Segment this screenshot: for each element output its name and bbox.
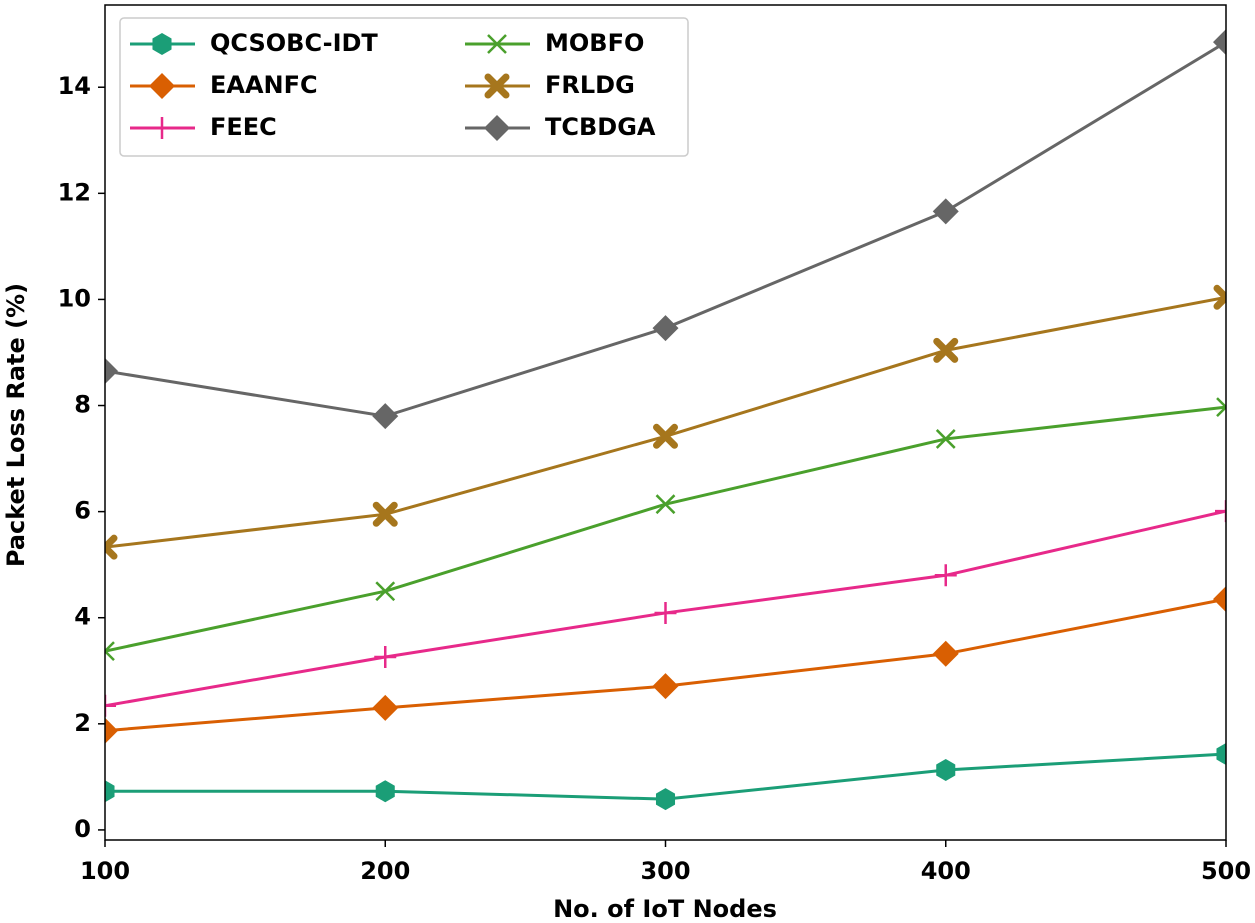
marker [1213, 586, 1226, 613]
y-tick-label: 2 [74, 709, 91, 737]
marker [105, 694, 116, 717]
marker [932, 640, 959, 667]
y-tick-label: 0 [74, 815, 91, 843]
marker [1216, 743, 1226, 766]
legend-label: FRLDG [545, 71, 635, 99]
marker [653, 423, 678, 449]
marker [105, 534, 118, 560]
marker [934, 564, 957, 587]
marker [935, 429, 956, 449]
legend-marker [149, 73, 175, 99]
marker [936, 758, 956, 781]
x-tick-label: 100 [80, 857, 130, 885]
x-axis-label: No. of IoT Nodes [553, 895, 777, 923]
marker [652, 673, 679, 700]
marker [1213, 284, 1226, 310]
marker [105, 358, 118, 385]
plot-area [105, 29, 1226, 811]
marker [1215, 500, 1226, 523]
legend-marker [484, 73, 510, 99]
y-tick-label: 14 [58, 72, 91, 100]
plot-frame [104, 4, 1227, 841]
legend-marker [487, 34, 507, 54]
x-tick-label: 200 [360, 857, 410, 885]
marker [374, 645, 397, 668]
marker [933, 337, 959, 363]
marker [655, 788, 676, 811]
marker [1213, 29, 1226, 56]
legend-label: EAANFC [210, 71, 318, 99]
marker [932, 198, 959, 225]
y-tick-label: 8 [74, 391, 91, 419]
legend-marker [484, 115, 510, 141]
marker [652, 315, 679, 342]
y-tick-label: 6 [74, 497, 91, 525]
y-axis-label: Packet Loss Rate (%) [2, 283, 30, 567]
marker [1216, 397, 1226, 417]
marker [372, 403, 399, 430]
legend-label: MOBFO [545, 29, 644, 57]
legend-frame [119, 17, 689, 157]
marker [105, 780, 115, 803]
y-tick-label: 12 [58, 178, 91, 206]
marker [654, 601, 677, 624]
legend-marker [152, 33, 172, 55]
marker [375, 581, 396, 602]
x-tick-label: 400 [921, 857, 971, 885]
marker [372, 694, 399, 721]
marker [375, 780, 395, 803]
legend-label: QCSOBC-IDT [210, 29, 378, 57]
x-tick-label: 300 [640, 857, 690, 885]
y-tick-label: 10 [58, 284, 91, 312]
y-tick-label: 4 [74, 603, 91, 631]
legend-marker [151, 117, 173, 139]
x-tick-label: 500 [1201, 857, 1251, 885]
legend-label: FEEC [210, 113, 277, 141]
marker [372, 501, 398, 527]
marker [105, 641, 115, 662]
marker [655, 494, 676, 515]
legend-label: TCBDGA [545, 113, 656, 141]
marker [105, 717, 118, 744]
legend: QCSOBC-IDT EAANFC FEEC MOBFO FRLDG TCBDGA [119, 17, 689, 157]
